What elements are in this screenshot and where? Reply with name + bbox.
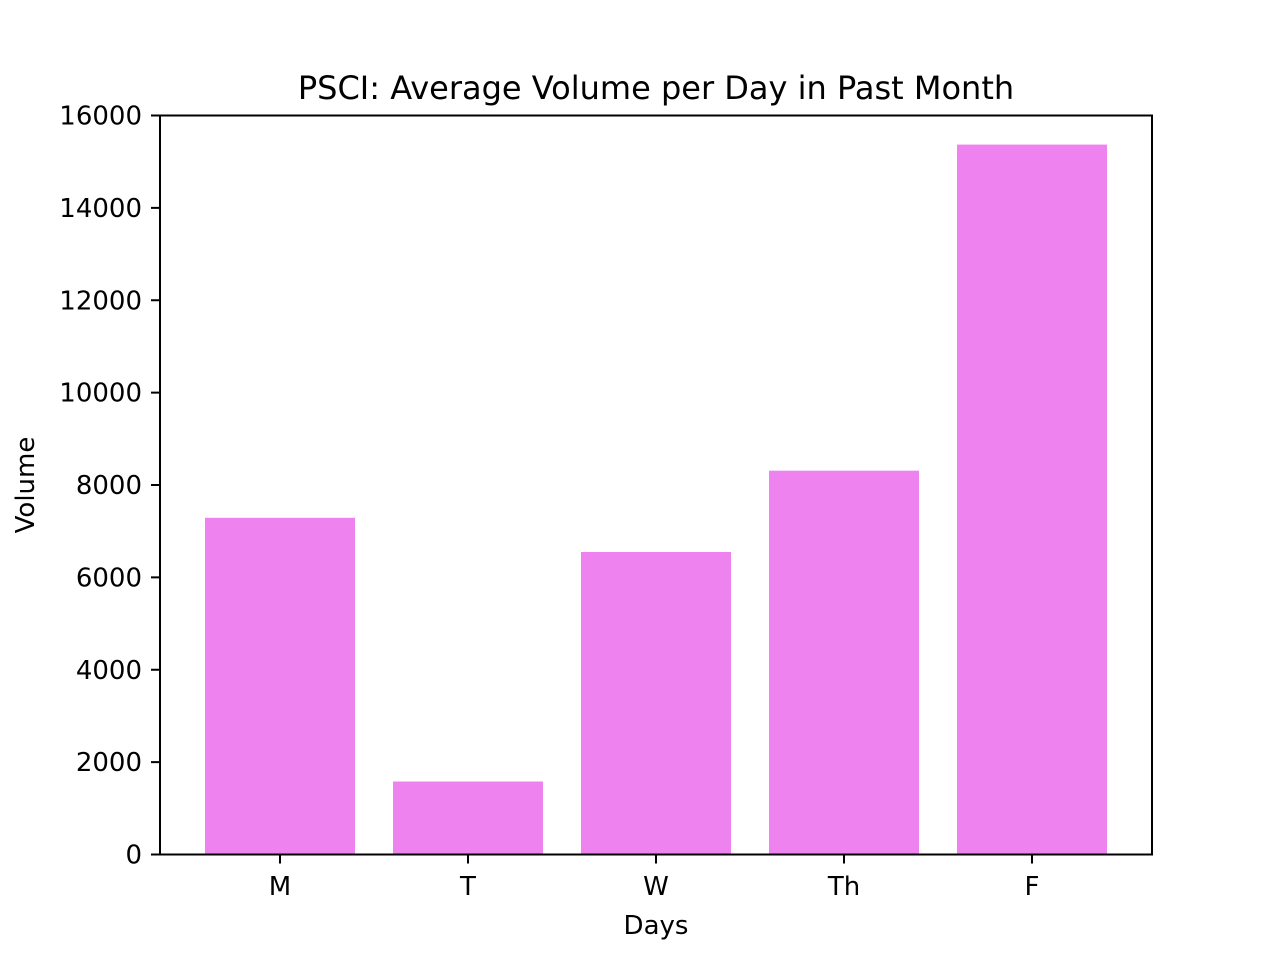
bar-t xyxy=(393,781,543,855)
y-tick-label: 14000 xyxy=(59,194,142,224)
ticks-layer: M T W Th F 0 2000 4000 6000 8000 10000 12000 14000 16… xyxy=(59,102,1039,903)
y-tick-label: 8000 xyxy=(76,471,142,501)
bar-th xyxy=(769,470,919,855)
plot-area-frame xyxy=(159,114,1153,856)
y-tick-label: 0 xyxy=(125,841,142,871)
bar-w xyxy=(581,551,731,855)
bars-layer xyxy=(205,144,1107,855)
x-tick-label: Th xyxy=(827,872,860,902)
y-tick-label: 10000 xyxy=(59,379,142,409)
y-tick-label: 2000 xyxy=(76,748,142,778)
x-tick-label: F xyxy=(1025,872,1040,902)
chart-title: PSCI: Average Volume per Day in Past Mon… xyxy=(298,69,1014,107)
x-tick-label: M xyxy=(269,872,291,902)
y-tick-label: 12000 xyxy=(59,286,142,316)
x-tick-label: W xyxy=(643,872,669,902)
y-tick-label: 16000 xyxy=(59,102,142,132)
y-tick-label: 6000 xyxy=(76,563,142,593)
bar-f xyxy=(957,144,1107,855)
y-tick-label: 4000 xyxy=(76,656,142,686)
x-tick-label: T xyxy=(459,872,476,902)
x-axis-label: Days xyxy=(624,911,689,941)
bar-m xyxy=(205,517,355,855)
y-axis-label: Volume xyxy=(11,437,41,534)
